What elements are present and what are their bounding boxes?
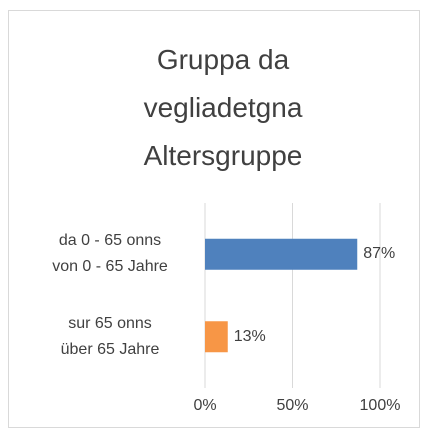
category-label: sur 65 onns über 65 Jahre [60,314,160,358]
chart-title: Gruppa da vegliadetgna Altersgruppe [143,44,303,171]
value-label: 13% [233,327,266,345]
x-tick-label: 0% [193,397,217,414]
bar [205,321,228,353]
value-label: 87% [363,245,396,263]
category-label: da 0 - 65 onns von 0 - 65 Jahre [52,232,168,276]
x-tick-label: 100% [359,397,401,414]
x-tick-label: 50% [276,397,309,414]
bar [205,238,358,270]
